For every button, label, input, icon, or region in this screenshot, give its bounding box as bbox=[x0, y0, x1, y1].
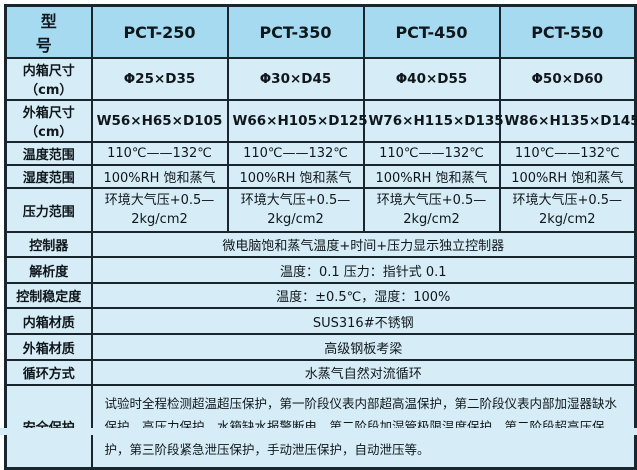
spec-cell: 110℃——132℃ bbox=[498, 141, 637, 166]
header-model-4: PCT-550 bbox=[498, 4, 637, 59]
spec-cell: 100%RH 饱和蒸气 bbox=[90, 164, 229, 189]
spec-cell: Φ40×D55 bbox=[362, 57, 501, 101]
spec-span-cell: 高级钢板考梁 bbox=[90, 333, 637, 361]
spec-cell: 环境大气压+0.5— 2kg/cm2 bbox=[362, 187, 501, 233]
spec-cell: 环境大气压+0.5— 2kg/cm2 bbox=[90, 187, 229, 233]
spec-sheet-page: 型 号 PCT-250 PCT-350 PCT-450 PCT-550 内箱尺寸（cm… bbox=[0, 4, 637, 470]
spec-span-cell: 试验时全程检测超温超压保护，第一阶段仪表内部超高温保护，第二阶段仪表内部加湿器缺… bbox=[90, 384, 637, 470]
spec-cell: 110℃——132℃ bbox=[226, 141, 365, 166]
row-label: 温度范围 bbox=[4, 141, 93, 166]
table-row: 内箱尺寸（cm） Φ25×D35 Φ30×D45 Φ40×D55 Φ50×D60 bbox=[4, 57, 637, 101]
header-model-label: 型 号 bbox=[4, 4, 93, 59]
header-model-2: PCT-350 bbox=[226, 4, 365, 59]
row-label: 外箱尺寸（cm） bbox=[4, 99, 93, 143]
header-model-1: PCT-250 bbox=[90, 4, 229, 59]
row-label: 内箱尺寸（cm） bbox=[4, 57, 93, 101]
spec-cell: W86×H135×D145 bbox=[498, 99, 637, 143]
table-row: 控制器 微电脑饱和蒸气温度+时间+压力显示独立控制器 bbox=[4, 231, 637, 258]
bottom-margin-strip bbox=[0, 428, 637, 435]
spec-cell: Φ50×D60 bbox=[498, 57, 637, 101]
spec-cell: W76×H115×D135 bbox=[362, 99, 504, 143]
row-label: 控制器 bbox=[4, 231, 93, 258]
table-row: 外箱尺寸（cm） W56×H65×D105 W66×H105×D125 W76×H11… bbox=[4, 99, 637, 143]
row-label: 湿度范围 bbox=[4, 164, 93, 189]
spec-table: 型 号 PCT-250 PCT-350 PCT-450 PCT-550 内箱尺寸（cm… bbox=[4, 4, 637, 470]
spec-span-cell: 温度：0.1 压力：指针式 0.1 bbox=[90, 256, 637, 284]
header-model-3: PCT-450 bbox=[362, 4, 501, 59]
table-header-row: 型 号 PCT-250 PCT-350 PCT-450 PCT-550 bbox=[4, 4, 637, 59]
spec-cell: Φ30×D45 bbox=[226, 57, 365, 101]
spec-span-cell: 温度：±0.5℃，湿度：100% bbox=[90, 282, 637, 309]
table-row: 温度范围 110℃——132℃ 110℃——132℃ 110℃——132℃ 110℃——… bbox=[4, 141, 637, 166]
spec-cell: 100%RH 饱和蒸气 bbox=[498, 164, 637, 189]
row-label: 循环方式 bbox=[4, 359, 93, 386]
spec-cell: 110℃——132℃ bbox=[362, 141, 501, 166]
spec-cell: Φ25×D35 bbox=[90, 57, 229, 101]
spec-cell: 环境大气压+0.5— 2kg/cm2 bbox=[498, 187, 637, 233]
spec-cell: W66×H105×D125 bbox=[226, 99, 368, 143]
row-label: 安全保护 bbox=[4, 384, 93, 470]
table-row: 湿度范围 100%RH 饱和蒸气 100%RH 饱和蒸气 100%RH 饱和蒸气 100… bbox=[4, 164, 637, 189]
row-label: 内箱材质 bbox=[4, 307, 93, 335]
row-label: 外箱材质 bbox=[4, 333, 93, 361]
table-row: 压力范围 环境大气压+0.5— 2kg/cm2 环境大气压+0.5— 2kg/cm2… bbox=[4, 187, 637, 233]
table-row: 内箱材质 SUS316#不锈钢 bbox=[4, 307, 637, 335]
spec-span-cell: SUS316#不锈钢 bbox=[90, 307, 637, 335]
row-label: 控制稳定度 bbox=[4, 282, 93, 309]
spec-span-cell: 水蒸气自然对流循环 bbox=[90, 359, 637, 386]
spec-span-cell: 微电脑饱和蒸气温度+时间+压力显示独立控制器 bbox=[90, 231, 637, 258]
table-row: 安全保护试验时全程检测超温超压保护，第一阶段仪表内部超高温保护，第二阶段仪表内部… bbox=[4, 384, 637, 470]
row-label: 压力范围 bbox=[4, 187, 93, 233]
spec-cell: 100%RH 饱和蒸气 bbox=[226, 164, 365, 189]
spec-cell: 100%RH 饱和蒸气 bbox=[362, 164, 501, 189]
table-row: 外箱材质 高级钢板考梁 bbox=[4, 333, 637, 361]
spec-cell: 110℃——132℃ bbox=[90, 141, 229, 166]
spec-cell: W56×H65×D105 bbox=[90, 99, 229, 143]
table-row: 循环方式 水蒸气自然对流循环 bbox=[4, 359, 637, 386]
spec-cell: 环境大气压+0.5— 2kg/cm2 bbox=[226, 187, 365, 233]
table-row: 控制稳定度 温度：±0.5℃，湿度：100% bbox=[4, 282, 637, 309]
table-row: 解析度 温度：0.1 压力：指针式 0.1 bbox=[4, 256, 637, 284]
row-label: 解析度 bbox=[4, 256, 93, 284]
